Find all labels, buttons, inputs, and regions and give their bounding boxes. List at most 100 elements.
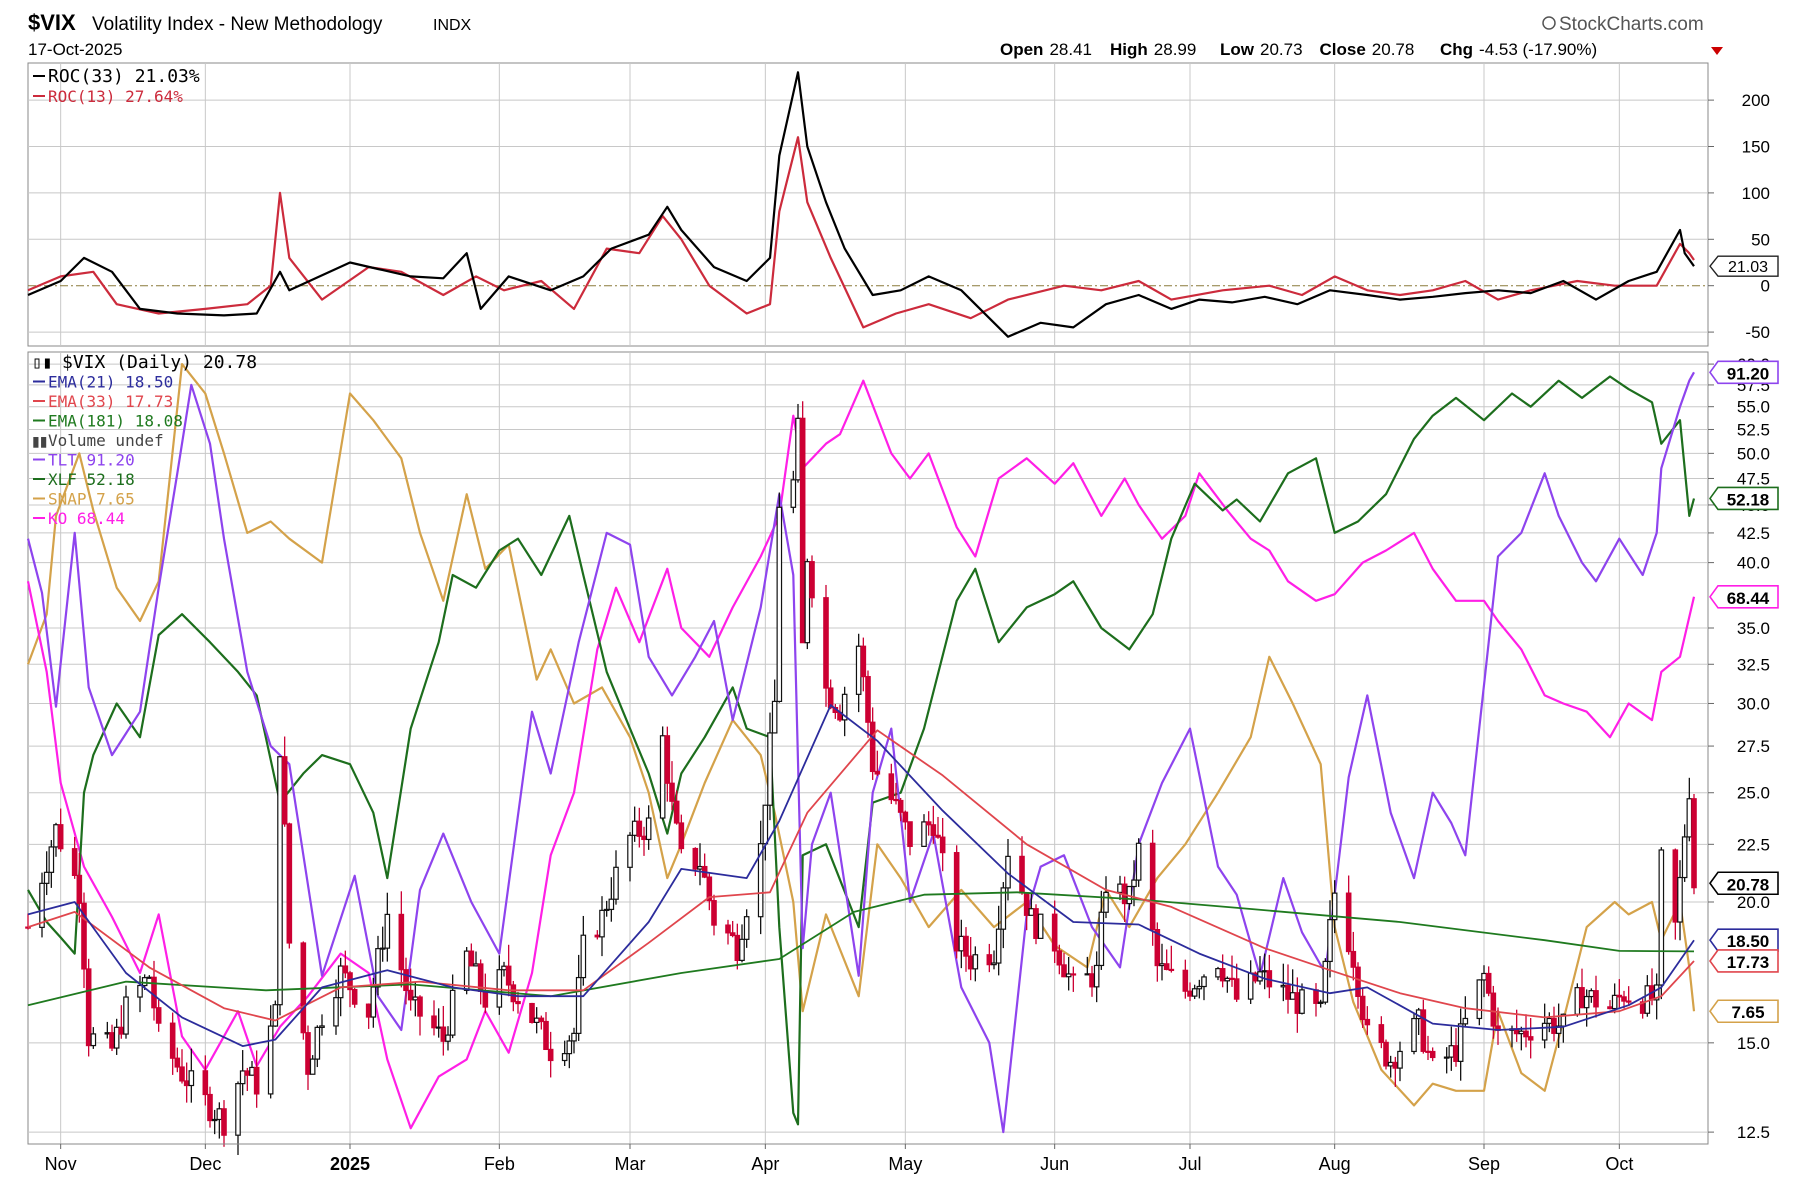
ema-series: [27, 704, 1695, 1047]
candle-body: [893, 798, 899, 802]
candle-body: [1387, 1061, 1394, 1067]
instrument-name: Volatility Index - New Methodology: [92, 14, 383, 35]
candle-body: [1051, 913, 1058, 952]
vix-candle: [202, 1055, 209, 1106]
candle-body: [1019, 855, 1025, 894]
candle-body: [566, 1040, 573, 1055]
candle-body: [1215, 968, 1221, 978]
candle-body: [1182, 969, 1189, 992]
vix-candle: [921, 814, 927, 847]
candle-body: [1541, 1022, 1548, 1041]
vix-candle: [907, 821, 913, 856]
candle-body: [319, 1025, 325, 1028]
brand-link[interactable]: StockCharts.com: [1559, 14, 1704, 35]
vix-candle: [468, 943, 475, 967]
candle-body: [1294, 992, 1301, 1014]
vix-candle: [1219, 954, 1226, 988]
vix-candle: [1201, 974, 1207, 1001]
price-value-badge: [1709, 949, 1779, 973]
vix-candle: [566, 1035, 573, 1069]
ohlc-label: Chg: [1440, 40, 1473, 59]
candle-body: [991, 962, 997, 966]
candle-body: [90, 1033, 97, 1047]
vix-candle: [305, 1025, 311, 1090]
candle-body: [118, 1026, 125, 1035]
vix-candle: [1457, 1008, 1464, 1081]
candle-body: [1462, 1017, 1469, 1025]
vix-candle: [1593, 975, 1599, 1018]
vix-candle: [1677, 860, 1683, 941]
vix-candle: [991, 950, 997, 970]
price-tick-label: 47.5: [1737, 469, 1770, 488]
vix-candle: [1653, 973, 1660, 1020]
price-value-badge: [1709, 585, 1779, 609]
x-tick-label: Feb: [484, 1154, 515, 1174]
vix-candle: [398, 891, 405, 988]
vix-candle: [1616, 979, 1623, 1008]
candle-body: [664, 735, 671, 784]
candle-body: [963, 935, 969, 957]
candle-body: [305, 1032, 311, 1075]
vix-candle: [1397, 1041, 1403, 1082]
candle-body: [211, 1118, 218, 1122]
candle-body: [104, 1032, 111, 1035]
price-value-text: 17.73: [1727, 953, 1770, 972]
vix-candle: [1056, 944, 1063, 975]
candle-body: [1681, 836, 1688, 879]
roc-legend-item: ROC(13) 27.64%: [48, 87, 183, 106]
vix-candle: [841, 686, 848, 737]
candle-body: [207, 1093, 213, 1122]
candle-body: [53, 824, 59, 848]
candle-body: [613, 866, 619, 900]
candle-body: [482, 990, 489, 1008]
vix-candle: [1681, 824, 1688, 882]
candle-body: [1588, 990, 1595, 998]
vix-candle: [1345, 875, 1352, 955]
vix-candle: [1355, 962, 1361, 1009]
candle-body: [543, 1020, 549, 1051]
candle-body: [659, 735, 666, 819]
candle-body: [547, 1048, 554, 1062]
candle-body: [1653, 984, 1660, 1001]
candle-body: [809, 561, 815, 599]
candle-body: [445, 1034, 451, 1042]
price-last-values: 91.20 52.18 68.44 20.78 18.50 17.73 7.65: [1709, 360, 1779, 1024]
roc-legend: ROC(33) 21.03%ROC(13) 27.64%: [33, 66, 200, 106]
vix-candle: [300, 941, 307, 1040]
candle-body: [188, 1070, 195, 1087]
candle-body: [1159, 963, 1165, 967]
vix-candle: [81, 892, 87, 989]
candle-body: [183, 1080, 190, 1087]
vix-candle: [1621, 990, 1627, 1009]
vix-candle: [678, 814, 685, 854]
candle-body: [1187, 990, 1193, 997]
candle-body: [673, 800, 680, 824]
vix-candle: [403, 957, 409, 1005]
vix-candle: [1327, 900, 1333, 978]
vix-candle: [799, 401, 806, 644]
vix-candle: [1191, 984, 1198, 1000]
candle-body: [1350, 950, 1357, 968]
candle-body: [515, 1001, 521, 1005]
vix-candle: [636, 807, 643, 848]
price-legend-item: EMA(181) 18.08: [48, 412, 183, 431]
candle-body: [692, 847, 699, 870]
symbol: $VIX: [28, 10, 76, 35]
vix-candle: [664, 726, 671, 802]
ema33-line: [27, 729, 1695, 1022]
candle-body: [202, 1070, 209, 1096]
candle-body: [580, 934, 587, 979]
candle-body: [1691, 798, 1697, 889]
vix-candle: [995, 905, 1002, 976]
vix-candle: [445, 1026, 451, 1051]
candle-body: [412, 996, 419, 1001]
candle-body: [286, 823, 293, 944]
vix-candle: [1037, 913, 1044, 939]
candle-body: [1098, 911, 1105, 967]
price-tick-label: 40.0: [1737, 554, 1770, 573]
vix-candle: [1033, 904, 1039, 945]
candle-body: [1219, 968, 1226, 982]
vix-candle: [281, 736, 288, 827]
candle-body: [1131, 879, 1137, 888]
roc-panel: 200 150 100 50 0 -50 ROC(33) 21.03%ROC(13) 27…: [27, 62, 1779, 347]
